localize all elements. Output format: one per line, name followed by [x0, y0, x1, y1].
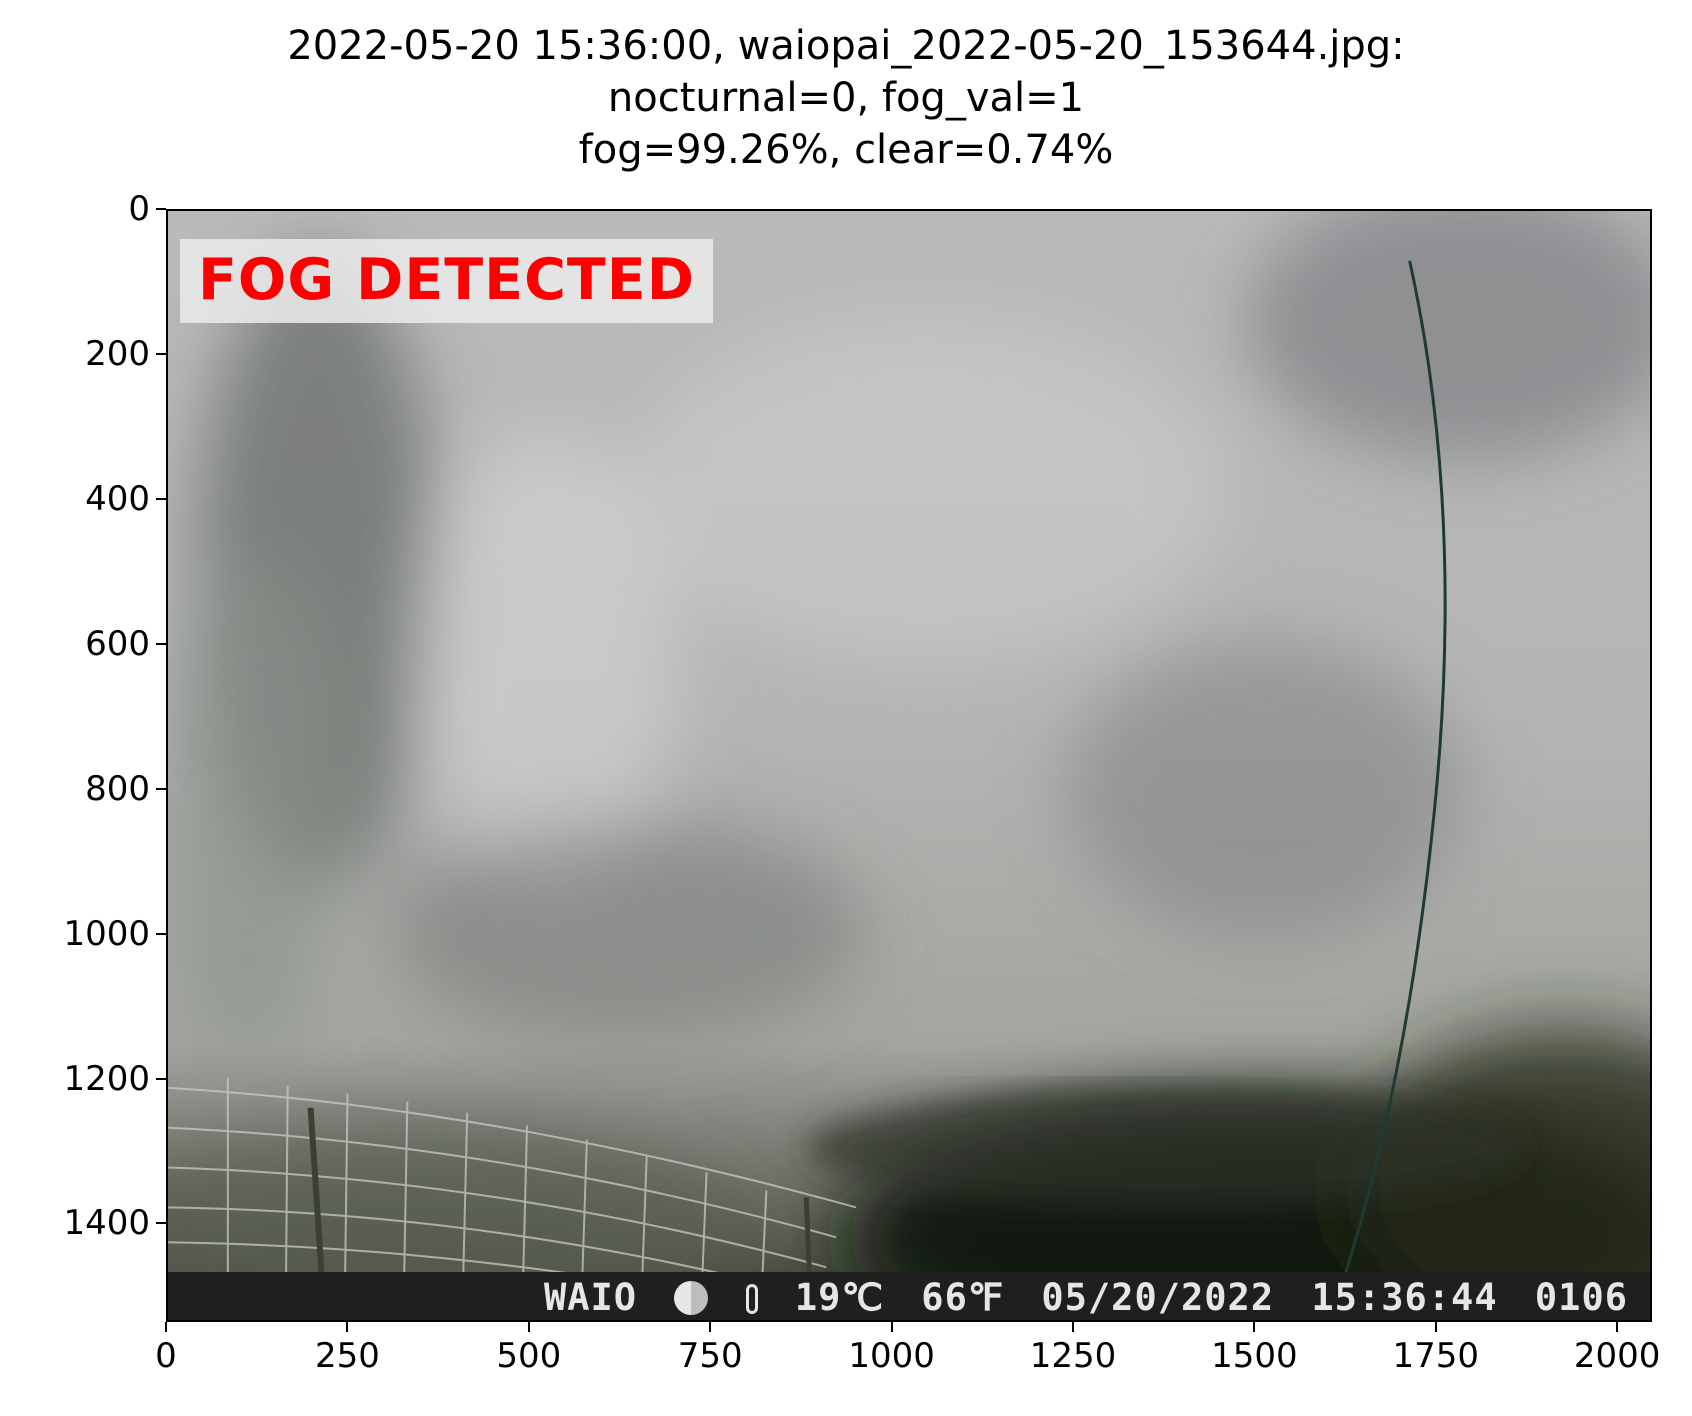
- fog-detected-label: FOG DETECTED: [180, 239, 714, 323]
- osd-date: 05/20/2022: [1041, 1276, 1275, 1319]
- x-tick: [709, 1322, 712, 1332]
- x-tick: [1434, 1322, 1437, 1332]
- x-tick-label: 0: [155, 1336, 177, 1376]
- x-tick: [1616, 1322, 1619, 1332]
- x-tick-label: 1000: [848, 1336, 935, 1376]
- thermometer-icon: [745, 1284, 758, 1314]
- y-tick: [156, 208, 166, 210]
- x-tick-label: 2000: [1573, 1336, 1661, 1376]
- x-tick: [527, 1322, 530, 1332]
- osd-temp-f: 66℉: [921, 1276, 1005, 1319]
- foggy-webcam-photo: [168, 211, 1650, 1320]
- x-tick-label: 500: [496, 1336, 562, 1376]
- y-tick-label: 200: [85, 333, 150, 374]
- y-tick: [156, 642, 166, 645]
- x-tick: [1071, 1322, 1074, 1332]
- y-tick-label: 400: [85, 478, 150, 519]
- osd-time: 15:36:44: [1311, 1276, 1498, 1319]
- y-tick-label: 1400: [63, 1203, 150, 1244]
- y-tick: [156, 932, 166, 935]
- y-tick: [156, 787, 166, 790]
- osd-frame: 0106: [1534, 1276, 1628, 1319]
- x-tick-label: 1750: [1392, 1336, 1480, 1376]
- x-tick-label: 250: [314, 1336, 380, 1376]
- x-tick-label: 750: [677, 1336, 743, 1376]
- figure-title: 2022-05-20 15:36:00, waiopai_2022-05-20_…: [0, 20, 1692, 176]
- title-line-1: 2022-05-20 15:36:00, waiopai_2022-05-20_…: [287, 23, 1405, 69]
- y-tick-label: 1000: [63, 913, 150, 954]
- y-tick: [156, 1222, 166, 1225]
- y-tick: [156, 497, 166, 500]
- x-tick: [165, 1322, 167, 1332]
- y-tick-label: 800: [85, 768, 150, 809]
- osd-text: WAIO 19℃ 66℉ 05/20/2022 15:36:44 0106: [530, 1276, 1628, 1319]
- y-tick-label: 0: [128, 189, 150, 229]
- camera-osd-bar: WAIO 19℃ 66℉ 05/20/2022 15:36:44 0106: [168, 1272, 1650, 1320]
- osd-station: WAIO: [543, 1276, 638, 1319]
- title-line-3: fog=99.26%, clear=0.74%: [578, 127, 1114, 173]
- y-tick-label: 1200: [63, 1058, 150, 1099]
- y-tick: [156, 1077, 166, 1080]
- image-axes: FOG DETECTED WAIO 19℃ 66℉ 05/20/2022 15:…: [166, 209, 1652, 1322]
- sun-moon-icon: [674, 1281, 709, 1315]
- y-tick-label: 600: [85, 623, 150, 664]
- x-tick: [1253, 1322, 1256, 1332]
- osd-temp-c: 19℃: [794, 1276, 885, 1319]
- x-tick: [346, 1322, 349, 1332]
- x-tick-label: 1250: [1029, 1336, 1117, 1376]
- y-tick: [156, 352, 166, 355]
- x-tick: [890, 1322, 893, 1332]
- x-tick-label: 1500: [1211, 1336, 1298, 1376]
- title-line-2: nocturnal=0, fog_val=1: [607, 75, 1085, 121]
